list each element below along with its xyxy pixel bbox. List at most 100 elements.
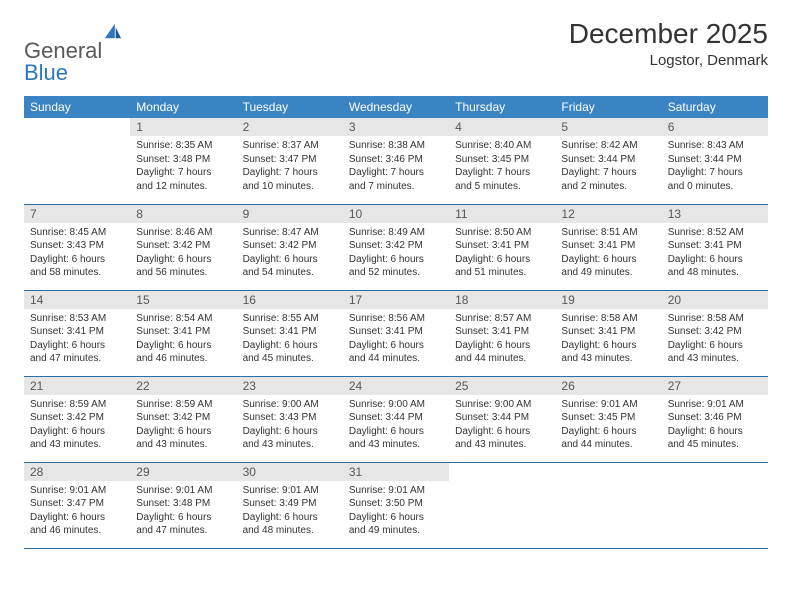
sunset-text: Sunset: 3:41 PM xyxy=(30,325,124,339)
sunset-text: Sunset: 3:44 PM xyxy=(668,153,762,167)
calendar-week: 28Sunrise: 9:01 AMSunset: 3:47 PMDayligh… xyxy=(24,462,768,548)
daylight-text: Daylight: 6 hours and 43 minutes. xyxy=(561,339,655,366)
day-number: 10 xyxy=(343,205,449,223)
day-number: 20 xyxy=(662,291,768,309)
calendar-day: 22Sunrise: 8:59 AMSunset: 3:42 PMDayligh… xyxy=(130,376,236,462)
calendar-day: 15Sunrise: 8:54 AMSunset: 3:41 PMDayligh… xyxy=(130,290,236,376)
day-number: 13 xyxy=(662,205,768,223)
location-label: Logstor, Denmark xyxy=(569,52,768,69)
day-body: Sunrise: 8:52 AMSunset: 3:41 PMDaylight:… xyxy=(662,223,768,284)
daylight-text: Daylight: 6 hours and 46 minutes. xyxy=(136,339,230,366)
sunrise-text: Sunrise: 9:00 AM xyxy=(349,398,443,412)
sunrise-text: Sunrise: 8:59 AM xyxy=(30,398,124,412)
calendar-day: 31Sunrise: 9:01 AMSunset: 3:50 PMDayligh… xyxy=(343,462,449,548)
calendar-day: 25Sunrise: 9:00 AMSunset: 3:44 PMDayligh… xyxy=(449,376,555,462)
calendar-day: 5Sunrise: 8:42 AMSunset: 3:44 PMDaylight… xyxy=(555,118,661,204)
sunrise-text: Sunrise: 9:01 AM xyxy=(136,484,230,498)
sunrise-text: Sunrise: 8:55 AM xyxy=(243,312,337,326)
day-number: 15 xyxy=(130,291,236,309)
day-body: Sunrise: 9:01 AMSunset: 3:47 PMDaylight:… xyxy=(24,481,130,542)
day-number: 26 xyxy=(555,377,661,395)
sunset-text: Sunset: 3:44 PM xyxy=(349,411,443,425)
day-number: 23 xyxy=(237,377,343,395)
day-number: 29 xyxy=(130,463,236,481)
day-body: Sunrise: 9:01 AMSunset: 3:46 PMDaylight:… xyxy=(662,395,768,456)
calendar-day: .. xyxy=(662,462,768,548)
sunset-text: Sunset: 3:45 PM xyxy=(455,153,549,167)
sunset-text: Sunset: 3:43 PM xyxy=(30,239,124,253)
day-number: 30 xyxy=(237,463,343,481)
sunset-text: Sunset: 3:50 PM xyxy=(349,497,443,511)
day-number: 25 xyxy=(449,377,555,395)
sunset-text: Sunset: 3:41 PM xyxy=(455,325,549,339)
weekday-header: Wednesday xyxy=(343,96,449,118)
daylight-text: Daylight: 6 hours and 52 minutes. xyxy=(349,253,443,280)
sunrise-text: Sunrise: 8:52 AM xyxy=(668,226,762,240)
day-number: 18 xyxy=(449,291,555,309)
daylight-text: Daylight: 6 hours and 46 minutes. xyxy=(30,511,124,538)
day-number: 3 xyxy=(343,118,449,136)
day-body: Sunrise: 8:43 AMSunset: 3:44 PMDaylight:… xyxy=(662,136,768,197)
sunset-text: Sunset: 3:47 PM xyxy=(243,153,337,167)
daylight-text: Daylight: 6 hours and 43 minutes. xyxy=(349,425,443,452)
sunset-text: Sunset: 3:48 PM xyxy=(136,497,230,511)
brand-logo: General Blue xyxy=(24,18,122,84)
day-body: Sunrise: 8:59 AMSunset: 3:42 PMDaylight:… xyxy=(130,395,236,456)
day-body: Sunrise: 8:37 AMSunset: 3:47 PMDaylight:… xyxy=(237,136,343,197)
calendar-day: 4Sunrise: 8:40 AMSunset: 3:45 PMDaylight… xyxy=(449,118,555,204)
day-body: Sunrise: 9:01 AMSunset: 3:49 PMDaylight:… xyxy=(237,481,343,542)
day-body: Sunrise: 9:00 AMSunset: 3:43 PMDaylight:… xyxy=(237,395,343,456)
weekday-header: Friday xyxy=(555,96,661,118)
day-number: 28 xyxy=(24,463,130,481)
sunset-text: Sunset: 3:41 PM xyxy=(243,325,337,339)
sunset-text: Sunset: 3:42 PM xyxy=(30,411,124,425)
day-body: Sunrise: 8:38 AMSunset: 3:46 PMDaylight:… xyxy=(343,136,449,197)
sunrise-text: Sunrise: 9:01 AM xyxy=(243,484,337,498)
daylight-text: Daylight: 6 hours and 44 minutes. xyxy=(455,339,549,366)
day-number: 31 xyxy=(343,463,449,481)
calendar-day: 24Sunrise: 9:00 AMSunset: 3:44 PMDayligh… xyxy=(343,376,449,462)
calendar-day: 7Sunrise: 8:45 AMSunset: 3:43 PMDaylight… xyxy=(24,204,130,290)
calendar-day: 26Sunrise: 9:01 AMSunset: 3:45 PMDayligh… xyxy=(555,376,661,462)
sunrise-text: Sunrise: 8:53 AM xyxy=(30,312,124,326)
calendar-day: 6Sunrise: 8:43 AMSunset: 3:44 PMDaylight… xyxy=(662,118,768,204)
calendar-day: 8Sunrise: 8:46 AMSunset: 3:42 PMDaylight… xyxy=(130,204,236,290)
day-number: 2 xyxy=(237,118,343,136)
sunrise-text: Sunrise: 8:49 AM xyxy=(349,226,443,240)
day-number: 21 xyxy=(24,377,130,395)
calendar-day: 3Sunrise: 8:38 AMSunset: 3:46 PMDaylight… xyxy=(343,118,449,204)
day-body: Sunrise: 8:50 AMSunset: 3:41 PMDaylight:… xyxy=(449,223,555,284)
sunrise-text: Sunrise: 8:54 AM xyxy=(136,312,230,326)
day-number: 1 xyxy=(130,118,236,136)
day-number: 19 xyxy=(555,291,661,309)
daylight-text: Daylight: 7 hours and 0 minutes. xyxy=(668,166,762,193)
day-body: Sunrise: 9:00 AMSunset: 3:44 PMDaylight:… xyxy=(343,395,449,456)
sunrise-text: Sunrise: 8:51 AM xyxy=(561,226,655,240)
calendar-day: 30Sunrise: 9:01 AMSunset: 3:49 PMDayligh… xyxy=(237,462,343,548)
day-number: 12 xyxy=(555,205,661,223)
sunrise-text: Sunrise: 9:00 AM xyxy=(243,398,337,412)
calendar-week: 7Sunrise: 8:45 AMSunset: 3:43 PMDaylight… xyxy=(24,204,768,290)
sunrise-text: Sunrise: 8:43 AM xyxy=(668,139,762,153)
sunset-text: Sunset: 3:42 PM xyxy=(243,239,337,253)
sunrise-text: Sunrise: 8:42 AM xyxy=(561,139,655,153)
calendar-day: .. xyxy=(555,462,661,548)
daylight-text: Daylight: 7 hours and 12 minutes. xyxy=(136,166,230,193)
day-number: 11 xyxy=(449,205,555,223)
weekday-header: Saturday xyxy=(662,96,768,118)
daylight-text: Daylight: 6 hours and 44 minutes. xyxy=(561,425,655,452)
sunrise-text: Sunrise: 9:00 AM xyxy=(455,398,549,412)
daylight-text: Daylight: 6 hours and 48 minutes. xyxy=(668,253,762,280)
daylight-text: Daylight: 6 hours and 49 minutes. xyxy=(561,253,655,280)
calendar-day: 18Sunrise: 8:57 AMSunset: 3:41 PMDayligh… xyxy=(449,290,555,376)
sunset-text: Sunset: 3:43 PM xyxy=(243,411,337,425)
sunrise-text: Sunrise: 8:37 AM xyxy=(243,139,337,153)
day-body: Sunrise: 8:58 AMSunset: 3:41 PMDaylight:… xyxy=(555,309,661,370)
daylight-text: Daylight: 7 hours and 2 minutes. xyxy=(561,166,655,193)
day-body: Sunrise: 9:01 AMSunset: 3:45 PMDaylight:… xyxy=(555,395,661,456)
day-number: 7 xyxy=(24,205,130,223)
daylight-text: Daylight: 6 hours and 47 minutes. xyxy=(30,339,124,366)
daylight-text: Daylight: 6 hours and 56 minutes. xyxy=(136,253,230,280)
sunset-text: Sunset: 3:47 PM xyxy=(30,497,124,511)
daylight-text: Daylight: 6 hours and 44 minutes. xyxy=(349,339,443,366)
